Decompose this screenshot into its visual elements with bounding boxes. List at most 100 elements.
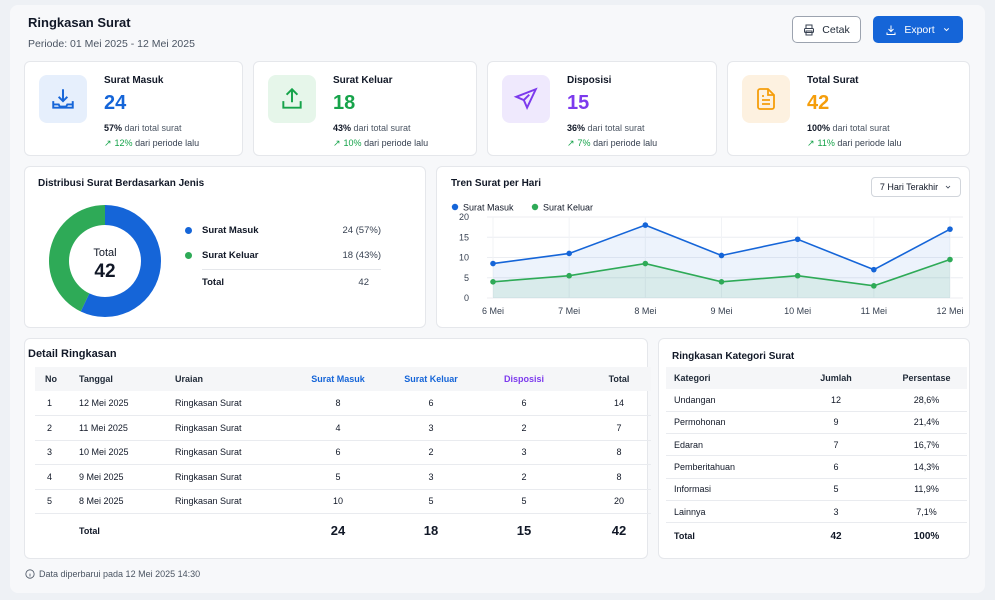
cell: Informasi <box>666 478 786 501</box>
export-label: Export <box>904 23 935 36</box>
legend-total-value: 42 <box>358 277 369 288</box>
x-tick-label: 10 Mei <box>784 306 811 316</box>
cell: 6 <box>275 440 401 465</box>
trend-text: dari periode lalu <box>837 138 902 148</box>
footer-note: Data diperbarui pada 12 Mei 2025 14:30 <box>25 569 200 579</box>
kategori-table: Kategori Jumlah Persentase Undangan 12 28,… <box>666 367 967 549</box>
trend-title: Tren Surat per Hari <box>451 178 542 189</box>
stat-label: Surat Masuk <box>104 75 164 86</box>
total-disposisi: 15 <box>516 523 532 539</box>
cell: 10 <box>275 489 401 514</box>
stat-pct-value: 43% <box>333 123 352 133</box>
cell: Ringkasan Surat <box>175 489 275 514</box>
legend-item-surat-masuk: Surat Masuk 24 (57%) <box>185 225 381 236</box>
data-point <box>490 260 496 267</box>
x-tick-label: 7 Mei <box>558 306 580 316</box>
legend-divider <box>202 269 381 270</box>
cell: 11,9% <box>886 478 967 501</box>
page-title: Ringkasan Surat <box>28 15 131 30</box>
series-area <box>493 259 950 298</box>
stat-icon-box <box>39 75 87 123</box>
distribution-title: Distribusi Surat Berdasarkan Jenis <box>38 178 205 189</box>
data-point <box>947 256 953 263</box>
legend-total-label: Total <box>202 277 224 288</box>
cell: 7 <box>786 433 886 457</box>
cell: Ringkasan Surat <box>175 415 275 441</box>
table-row: Undangan 12 28,6% <box>666 389 967 412</box>
cell: 6 <box>401 391 461 416</box>
trend-value: 12% <box>114 138 133 148</box>
detail-card: Detail Ringkasan No Tanggal Uraian Surat… <box>24 338 651 559</box>
cell: 5 <box>275 464 401 490</box>
print-label: Cetak <box>822 23 850 36</box>
table-header-row: Kategori Jumlah Persentase <box>666 367 967 389</box>
stat-pct-value: 57% <box>104 123 123 133</box>
column-header: Tanggal <box>79 367 175 391</box>
stat-trend: ↗ 10% dari periode lalu <box>333 138 428 149</box>
trend-up-icon: ↗ <box>807 138 815 148</box>
donut-center-value: 42 <box>94 261 115 282</box>
data-point <box>490 279 496 285</box>
cell: 14 <box>587 391 651 416</box>
x-tick-label: 8 Mei <box>634 306 656 316</box>
legend-marker <box>451 203 459 211</box>
stat-label: Disposisi <box>567 75 612 86</box>
column-header: Disposisi <box>461 367 587 391</box>
data-point <box>871 266 877 273</box>
data-point <box>642 260 649 267</box>
cell: 9 <box>786 411 886 435</box>
data-point <box>566 272 572 279</box>
stat-label: Total Surat <box>807 75 859 86</box>
legend-label: Surat Keluar <box>202 250 259 261</box>
info-icon <box>25 569 35 579</box>
stat-percentage: 43% dari total surat <box>333 123 411 133</box>
pie-slice-surat-masuk <box>80 205 161 317</box>
data-point <box>794 272 801 279</box>
table-row: Pemberitahuan 6 14,3% <box>666 455 967 479</box>
trend-up-icon: ↗ <box>333 138 341 148</box>
cell: 2 <box>461 415 587 441</box>
cell: 10 Mei 2025 <box>79 440 175 465</box>
trend-up-icon: ↗ <box>104 138 112 148</box>
cell: Permohonan <box>666 411 786 435</box>
cell: 12 Mei 2025 <box>79 391 175 416</box>
stat-value: 15 <box>567 92 590 114</box>
cell: 11 Mei 2025 <box>79 415 175 441</box>
trend-text: dari periode lalu <box>364 138 429 148</box>
cell: 1 <box>35 391 79 416</box>
legend-item-surat-keluar: Surat Keluar 18 (43%) <box>185 250 381 261</box>
donut-chart: Total 42 <box>48 205 161 317</box>
line-chart: Surat Masuk Surat Keluar 0 5 10 15 20 6 Mei 7 Me… <box>451 203 963 316</box>
cell: 2 <box>401 440 461 465</box>
cell: Ringkasan Surat <box>175 391 275 416</box>
cell: 7,1% <box>886 500 967 524</box>
cell: 5 <box>461 489 587 514</box>
total-persentase: 100% <box>913 530 940 542</box>
cell: Pemberitahuan <box>666 455 786 479</box>
data-point <box>947 226 953 232</box>
legend-label: Surat Keluar <box>543 203 593 213</box>
legend-value: 18 (43%) <box>342 250 381 261</box>
printer-icon <box>804 24 815 35</box>
cell: 28,6% <box>886 389 967 412</box>
stat-percentage: 36% dari total surat <box>567 123 645 133</box>
distribution-card: Distribusi Surat Berdasarkan Jenis Total… <box>24 166 426 328</box>
cell: 16,7% <box>886 433 967 457</box>
total-label: Total <box>79 525 100 536</box>
x-tick-label: 6 Mei <box>482 306 504 316</box>
stat-trend: ↗ 7% dari periode lalu <box>567 138 657 149</box>
print-button[interactable]: Cetak <box>792 16 861 43</box>
range-select[interactable]: 7 Hari Terakhir <box>871 177 961 197</box>
trend-text: dari periode lalu <box>135 138 200 148</box>
kategori-card: Ringkasan Kategori Surat Kategori Jumlah… <box>658 338 970 559</box>
total-all: 42 <box>611 523 627 539</box>
stat-value: 18 <box>333 92 356 114</box>
total-jumlah: 42 <box>830 530 842 542</box>
export-button[interactable]: Export <box>873 16 963 43</box>
cell: 9 Mei 2025 <box>79 464 175 490</box>
stat-label: Surat Keluar <box>333 75 393 86</box>
cell: 8 Mei 2025 <box>79 489 175 514</box>
y-tick-label: 0 <box>464 293 469 303</box>
column-header: Uraian <box>175 367 275 391</box>
cell: 2 <box>35 415 79 441</box>
